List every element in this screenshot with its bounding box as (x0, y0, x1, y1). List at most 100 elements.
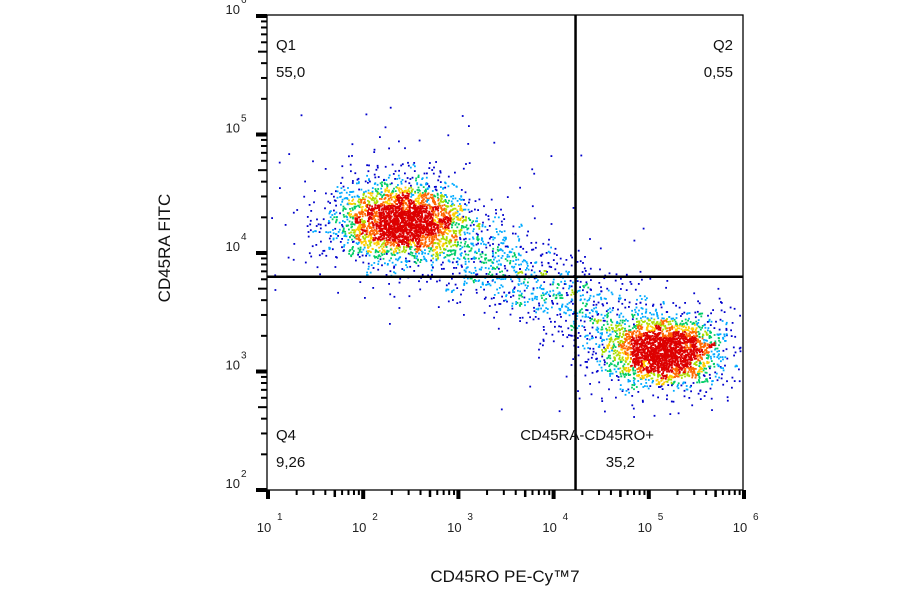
event-dot (384, 188, 387, 191)
event-dot (371, 199, 373, 201)
event-dot (414, 210, 417, 213)
event-dot (375, 212, 378, 215)
event-dot (618, 354, 621, 357)
event-dot (422, 201, 425, 204)
event-dot (698, 370, 700, 373)
event-dot (390, 198, 393, 201)
event-dot (739, 350, 742, 353)
event-dot (613, 338, 616, 341)
event-dot (636, 347, 638, 350)
event-dot (441, 209, 444, 212)
event-dot (369, 217, 372, 220)
event-dot (412, 226, 415, 229)
event-dot (655, 352, 658, 355)
event-dot (380, 252, 383, 255)
event-dot (666, 394, 668, 397)
event-dot (364, 198, 366, 201)
event-dot (708, 318, 711, 321)
event-dot (360, 206, 362, 209)
event-dot (636, 346, 639, 349)
event-dot (633, 362, 636, 365)
event-dot (472, 237, 475, 240)
event-dot (646, 359, 649, 361)
event-dot (697, 374, 700, 376)
event-dot (349, 191, 351, 193)
event-dot (652, 394, 655, 397)
event-dot (364, 214, 367, 217)
event-dot (410, 216, 413, 219)
event-dot (321, 252, 324, 255)
event-dot (638, 330, 641, 333)
event-dot (340, 187, 343, 190)
event-dot (393, 241, 395, 244)
event-dot (698, 375, 701, 378)
event-dot (665, 339, 667, 342)
event-dot (429, 217, 431, 220)
event-dot (648, 336, 650, 338)
event-dot (373, 231, 375, 234)
event-dot (678, 352, 681, 354)
event-dot (399, 202, 402, 204)
event-dot (662, 372, 664, 375)
event-dot (394, 239, 397, 242)
event-dot (412, 213, 414, 216)
event-dot (401, 192, 404, 194)
event-dot (367, 189, 370, 192)
event-dot (370, 194, 373, 197)
event-dot (401, 250, 404, 253)
event-dot (692, 331, 695, 334)
event-dot (416, 241, 419, 244)
event-dot (664, 367, 667, 370)
event-dot (663, 343, 665, 345)
event-dot (686, 351, 689, 354)
event-dot (670, 341, 673, 344)
event-dot (647, 379, 650, 381)
event-dot (645, 335, 647, 337)
event-dot (445, 236, 448, 238)
event-dot (670, 333, 673, 335)
event-dot (415, 221, 418, 224)
event-dot (371, 229, 373, 231)
event-dot (615, 370, 618, 373)
event-dot (329, 235, 332, 237)
event-dot (701, 345, 704, 348)
event-dot (352, 235, 355, 237)
event-dot (358, 201, 360, 203)
event-dot (385, 237, 388, 239)
event-dot (677, 372, 680, 375)
event-dot (410, 243, 412, 246)
event-dot (666, 327, 668, 330)
event-dot (638, 346, 641, 348)
event-dot (688, 363, 691, 366)
event-dot (687, 319, 689, 322)
event-dot (628, 374, 630, 376)
event-dot (621, 356, 624, 359)
event-dot (381, 264, 383, 267)
event-dot (359, 230, 361, 233)
event-dot (389, 248, 392, 251)
event-dot (703, 363, 705, 366)
event-dot (456, 226, 459, 229)
event-dot (391, 261, 394, 264)
event-dot (635, 335, 638, 338)
event-dot (650, 377, 653, 380)
event-dot (433, 235, 436, 237)
event-dot (385, 224, 388, 227)
event-dot (400, 209, 403, 212)
event-dot (387, 241, 390, 244)
event-dot (407, 214, 410, 216)
event-dot (373, 262, 376, 264)
event-dot (398, 249, 401, 251)
event-dot (377, 176, 380, 178)
event-dot (693, 369, 695, 371)
event-dot (425, 236, 428, 239)
event-dot (705, 350, 708, 352)
event-dot (468, 198, 471, 201)
event-dot (685, 359, 688, 362)
event-dot (706, 380, 708, 382)
event-dot (710, 360, 713, 362)
event-dot (430, 233, 433, 236)
event-dot (509, 313, 512, 316)
event-dot (384, 197, 387, 200)
event-dot (659, 344, 661, 347)
